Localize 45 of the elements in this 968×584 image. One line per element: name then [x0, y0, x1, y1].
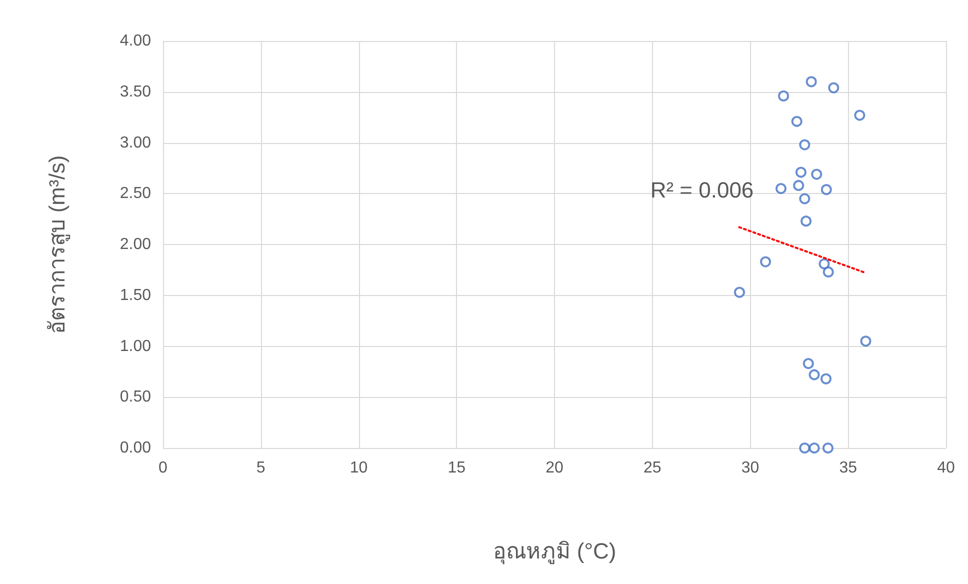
y-tick-label: 1.00	[120, 338, 152, 355]
point	[860, 336, 872, 347]
point	[791, 116, 802, 127]
point	[795, 166, 806, 178]
x-tick-label: 40	[937, 460, 955, 476]
point	[822, 442, 834, 454]
point	[802, 358, 814, 370]
point	[806, 76, 817, 88]
point	[811, 168, 822, 180]
point	[820, 184, 832, 196]
x-axis-title: อุณหภูมิ (°C)	[492, 538, 616, 564]
y-tick-label: 2.00	[120, 236, 152, 253]
point	[793, 180, 804, 191]
point	[799, 139, 810, 150]
x-tick-label: 5	[256, 460, 266, 476]
y-tick-label: 1.50	[120, 286, 152, 304]
annotation: R² = 0.006	[650, 178, 754, 202]
point	[818, 258, 830, 270]
point	[808, 442, 820, 454]
point	[760, 256, 772, 268]
point	[800, 216, 812, 227]
x-tick-label: 15	[448, 460, 466, 476]
y-tick-label: 3.50	[120, 83, 152, 100]
point	[799, 442, 810, 454]
point	[822, 266, 834, 278]
x-tick-label: 10	[350, 460, 368, 476]
y-tick-label: 2.50	[120, 185, 152, 202]
y-tick-label: 0.00	[120, 440, 152, 456]
point	[828, 82, 840, 94]
y-tick-label: 4.00	[120, 32, 152, 50]
point	[799, 193, 810, 204]
point	[808, 369, 820, 380]
y-tick-label: 3.00	[120, 134, 152, 152]
point	[820, 373, 832, 384]
y-tick-label: 0.50	[120, 388, 152, 406]
x-tick-label: 35	[839, 460, 858, 476]
y-axis-title: อัตราการสูบ (m³/s)	[44, 155, 70, 334]
point	[775, 183, 786, 194]
x-tick-label: 0	[158, 460, 168, 476]
x-tick-label: 25	[643, 460, 662, 476]
point	[778, 90, 790, 102]
x-tick-label: 20	[546, 460, 564, 476]
x-tick-label: 30	[741, 460, 760, 476]
point	[734, 286, 745, 298]
point	[854, 110, 866, 121]
